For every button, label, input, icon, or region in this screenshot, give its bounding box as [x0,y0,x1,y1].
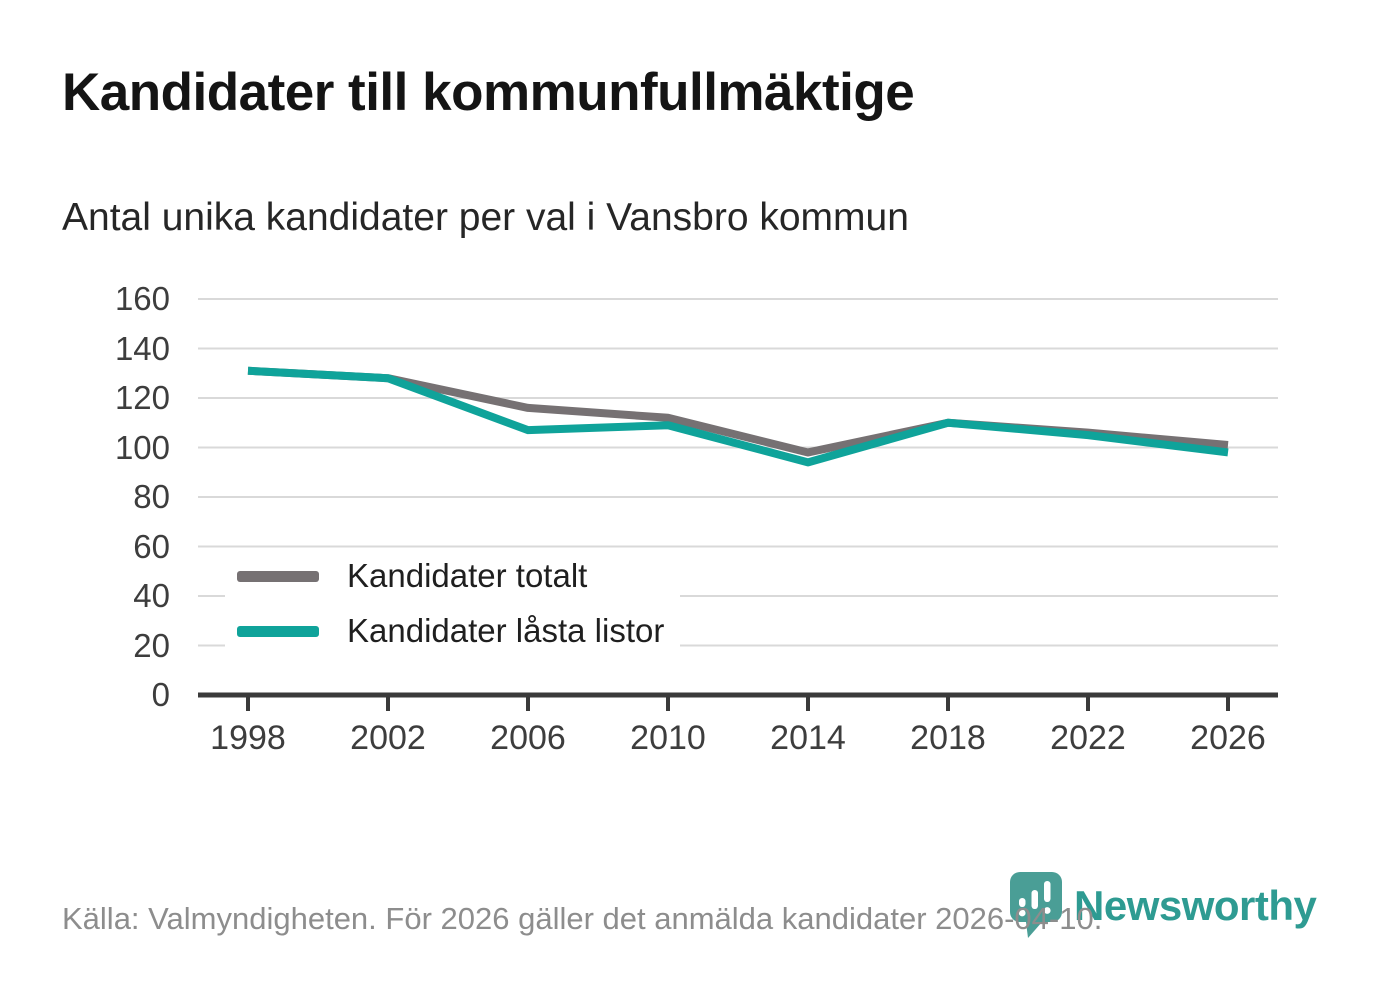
x-axis-tick-label-2010: 2010 [630,719,706,757]
y-axis-tick-label-40: 40 [133,577,170,614]
y-axis-tick-label-120: 120 [114,379,170,416]
y-axis-tick-label-20: 20 [133,626,170,664]
x-axis-tick-label-2018: 2018 [910,719,986,757]
newsworthy-wordmark: Newsworthy [1074,882,1317,929]
newsworthy-logo: Newsworthy [1010,872,1317,940]
legend-label-kandidater-lasta-listor: Kandidater låsta listor [347,612,665,649]
legend: Kandidater totalt Kandidater låsta listo… [225,549,681,658]
x-axis-tick-label-2014: 2014 [770,719,846,757]
source-note: Källa: Valmyndigheten. För 2026 gäller d… [62,901,1103,936]
y-axis-tick-label-100: 100 [114,428,170,466]
legend-swatch-kandidater-lasta-listor [237,625,319,637]
legend-item-kandidater-lasta-listor: Kandidater låsta listor [225,604,681,658]
chart-title: Kandidater till kommunfullmäktige [62,63,915,122]
x-axis-tick-label-2022: 2022 [1050,719,1126,757]
x-axis-tick-label-2006: 2006 [490,719,566,757]
legend-item-kandidater-totalt: Kandidater totalt [225,549,681,603]
y-axis-tick-label-0: 0 [151,676,170,713]
x-axis-tick-label-2002: 2002 [350,719,426,757]
legend-label-kandidater-totalt: Kandidater totalt [347,557,588,594]
y-axis-tick-label-60: 60 [133,527,170,565]
chart-subtitle: Antal unika kandidater per val i Vansbro… [62,196,909,239]
legend-swatch-kandidater-totalt [237,570,319,582]
y-axis-tick-label-80: 80 [133,478,170,515]
y-axis-tick-label-160: 160 [114,280,170,317]
y-axis-tick-label-140: 140 [114,329,170,367]
newsworthy-pin-barchart-icon [1010,872,1062,938]
series-line-kandidater-lasta-listor [247,366,1229,467]
x-axis-tick-label-1998: 1998 [210,719,286,757]
x-axis-tick-label-2026: 2026 [1190,719,1266,757]
